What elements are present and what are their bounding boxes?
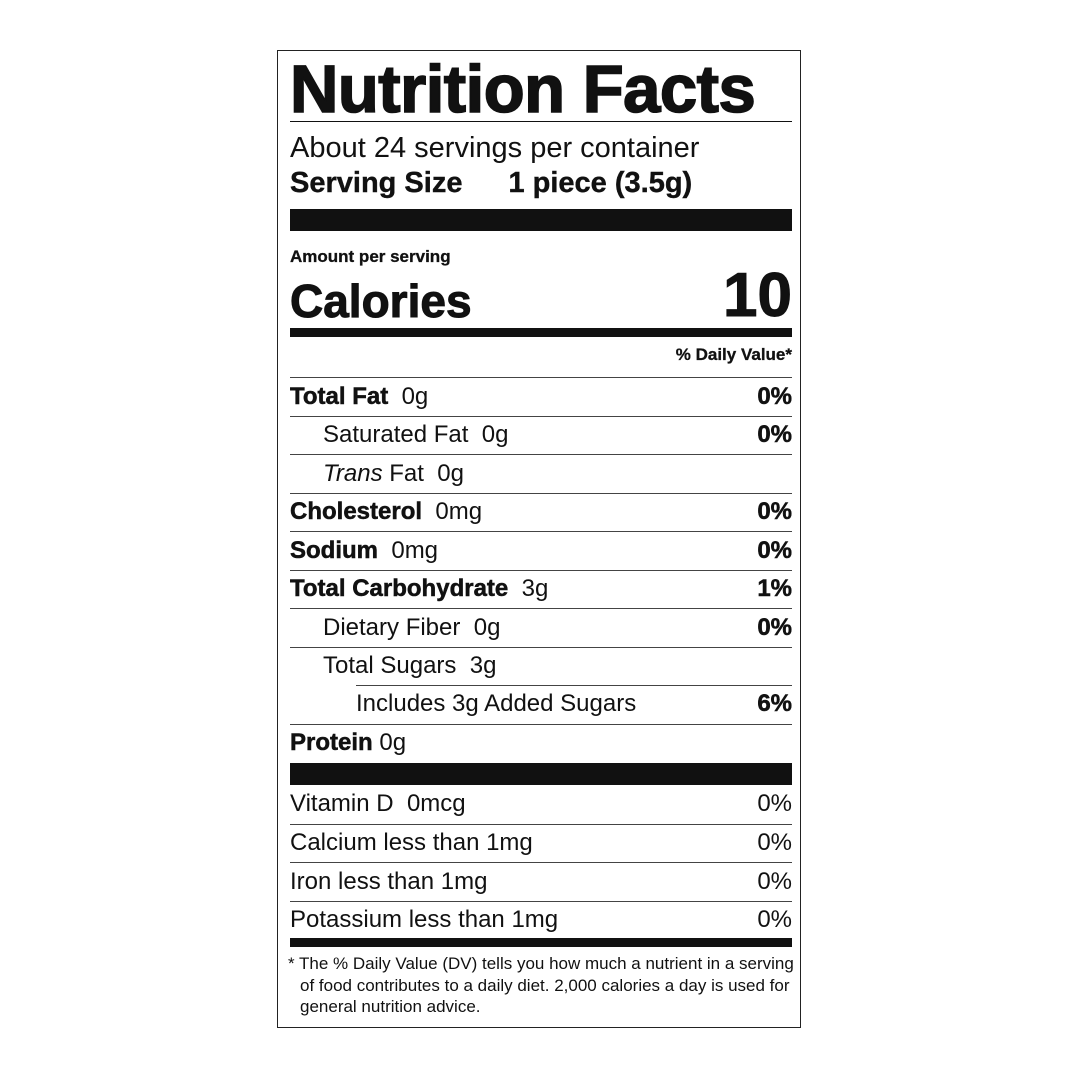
vitamin-list: Vitamin D 0mcg 0% Calcium less than 1mg 0%… <box>290 785 792 939</box>
vitamin-row-iron: Iron less than 1mg 0% <box>290 862 792 901</box>
calories-label: Calories <box>290 275 473 328</box>
serving-size-label: Serving Size <box>290 167 463 199</box>
nutrient-row-total-sugars: Total Sugars 3g <box>290 646 792 686</box>
daily-value-header: % Daily Value* <box>675 345 793 364</box>
vitamin-row-potassium: Potassium less than 1mg 0% <box>290 900 792 940</box>
nutrient-row-sodium: Sodium 0mg 0% <box>290 531 792 570</box>
medium-divider <box>290 938 792 947</box>
calories-row: Calories 10 <box>290 261 793 331</box>
thick-divider <box>290 763 792 785</box>
nutrient-row-protein: Protein 0g <box>290 723 792 763</box>
vitamin-row-calcium: Calcium less than 1mg 0% <box>290 823 792 863</box>
nutrition-facts-label: Nutrition Facts About 24 servings per co… <box>277 50 801 1028</box>
nutrient-row-added-sugars: Includes 3g Added Sugars 6% <box>290 685 792 724</box>
medium-divider <box>290 328 792 337</box>
nutrient-row-trans-fat: Trans Fat 0g <box>290 454 792 493</box>
servings-per-container: About 24 servings per container <box>290 132 700 164</box>
serving-size-value: 1 piece (3.5g) <box>508 167 693 199</box>
thick-divider <box>290 209 792 231</box>
nutrient-row-cholesterol: Cholesterol 0mg 0% <box>290 492 792 532</box>
nutrient-row-total-carbohydrate: Total Carbohydrate 3g 1% <box>290 569 792 609</box>
nutrient-list: Total Fat 0g 0% Saturated Fat 0g 0% Trans … <box>290 377 792 762</box>
vitamin-row-vitamin-d: Vitamin D 0mcg 0% <box>290 790 792 818</box>
divider <box>290 121 792 122</box>
footnote: * The % Daily Value (DV) tells you how m… <box>288 954 794 1016</box>
calories-value: 10 <box>723 261 793 331</box>
label-title: Nutrition Facts <box>289 52 756 127</box>
nutrient-row-saturated-fat: Saturated Fat 0g 0% <box>290 415 792 455</box>
amount-per-serving: Amount per serving <box>290 247 451 266</box>
nutrient-row-dietary-fiber: Dietary Fiber 0g 0% <box>290 608 792 647</box>
serving-size: Serving Size 1 piece (3.5g) <box>290 166 792 200</box>
nutrient-row-total-fat: Total Fat 0g 0% <box>290 377 792 416</box>
